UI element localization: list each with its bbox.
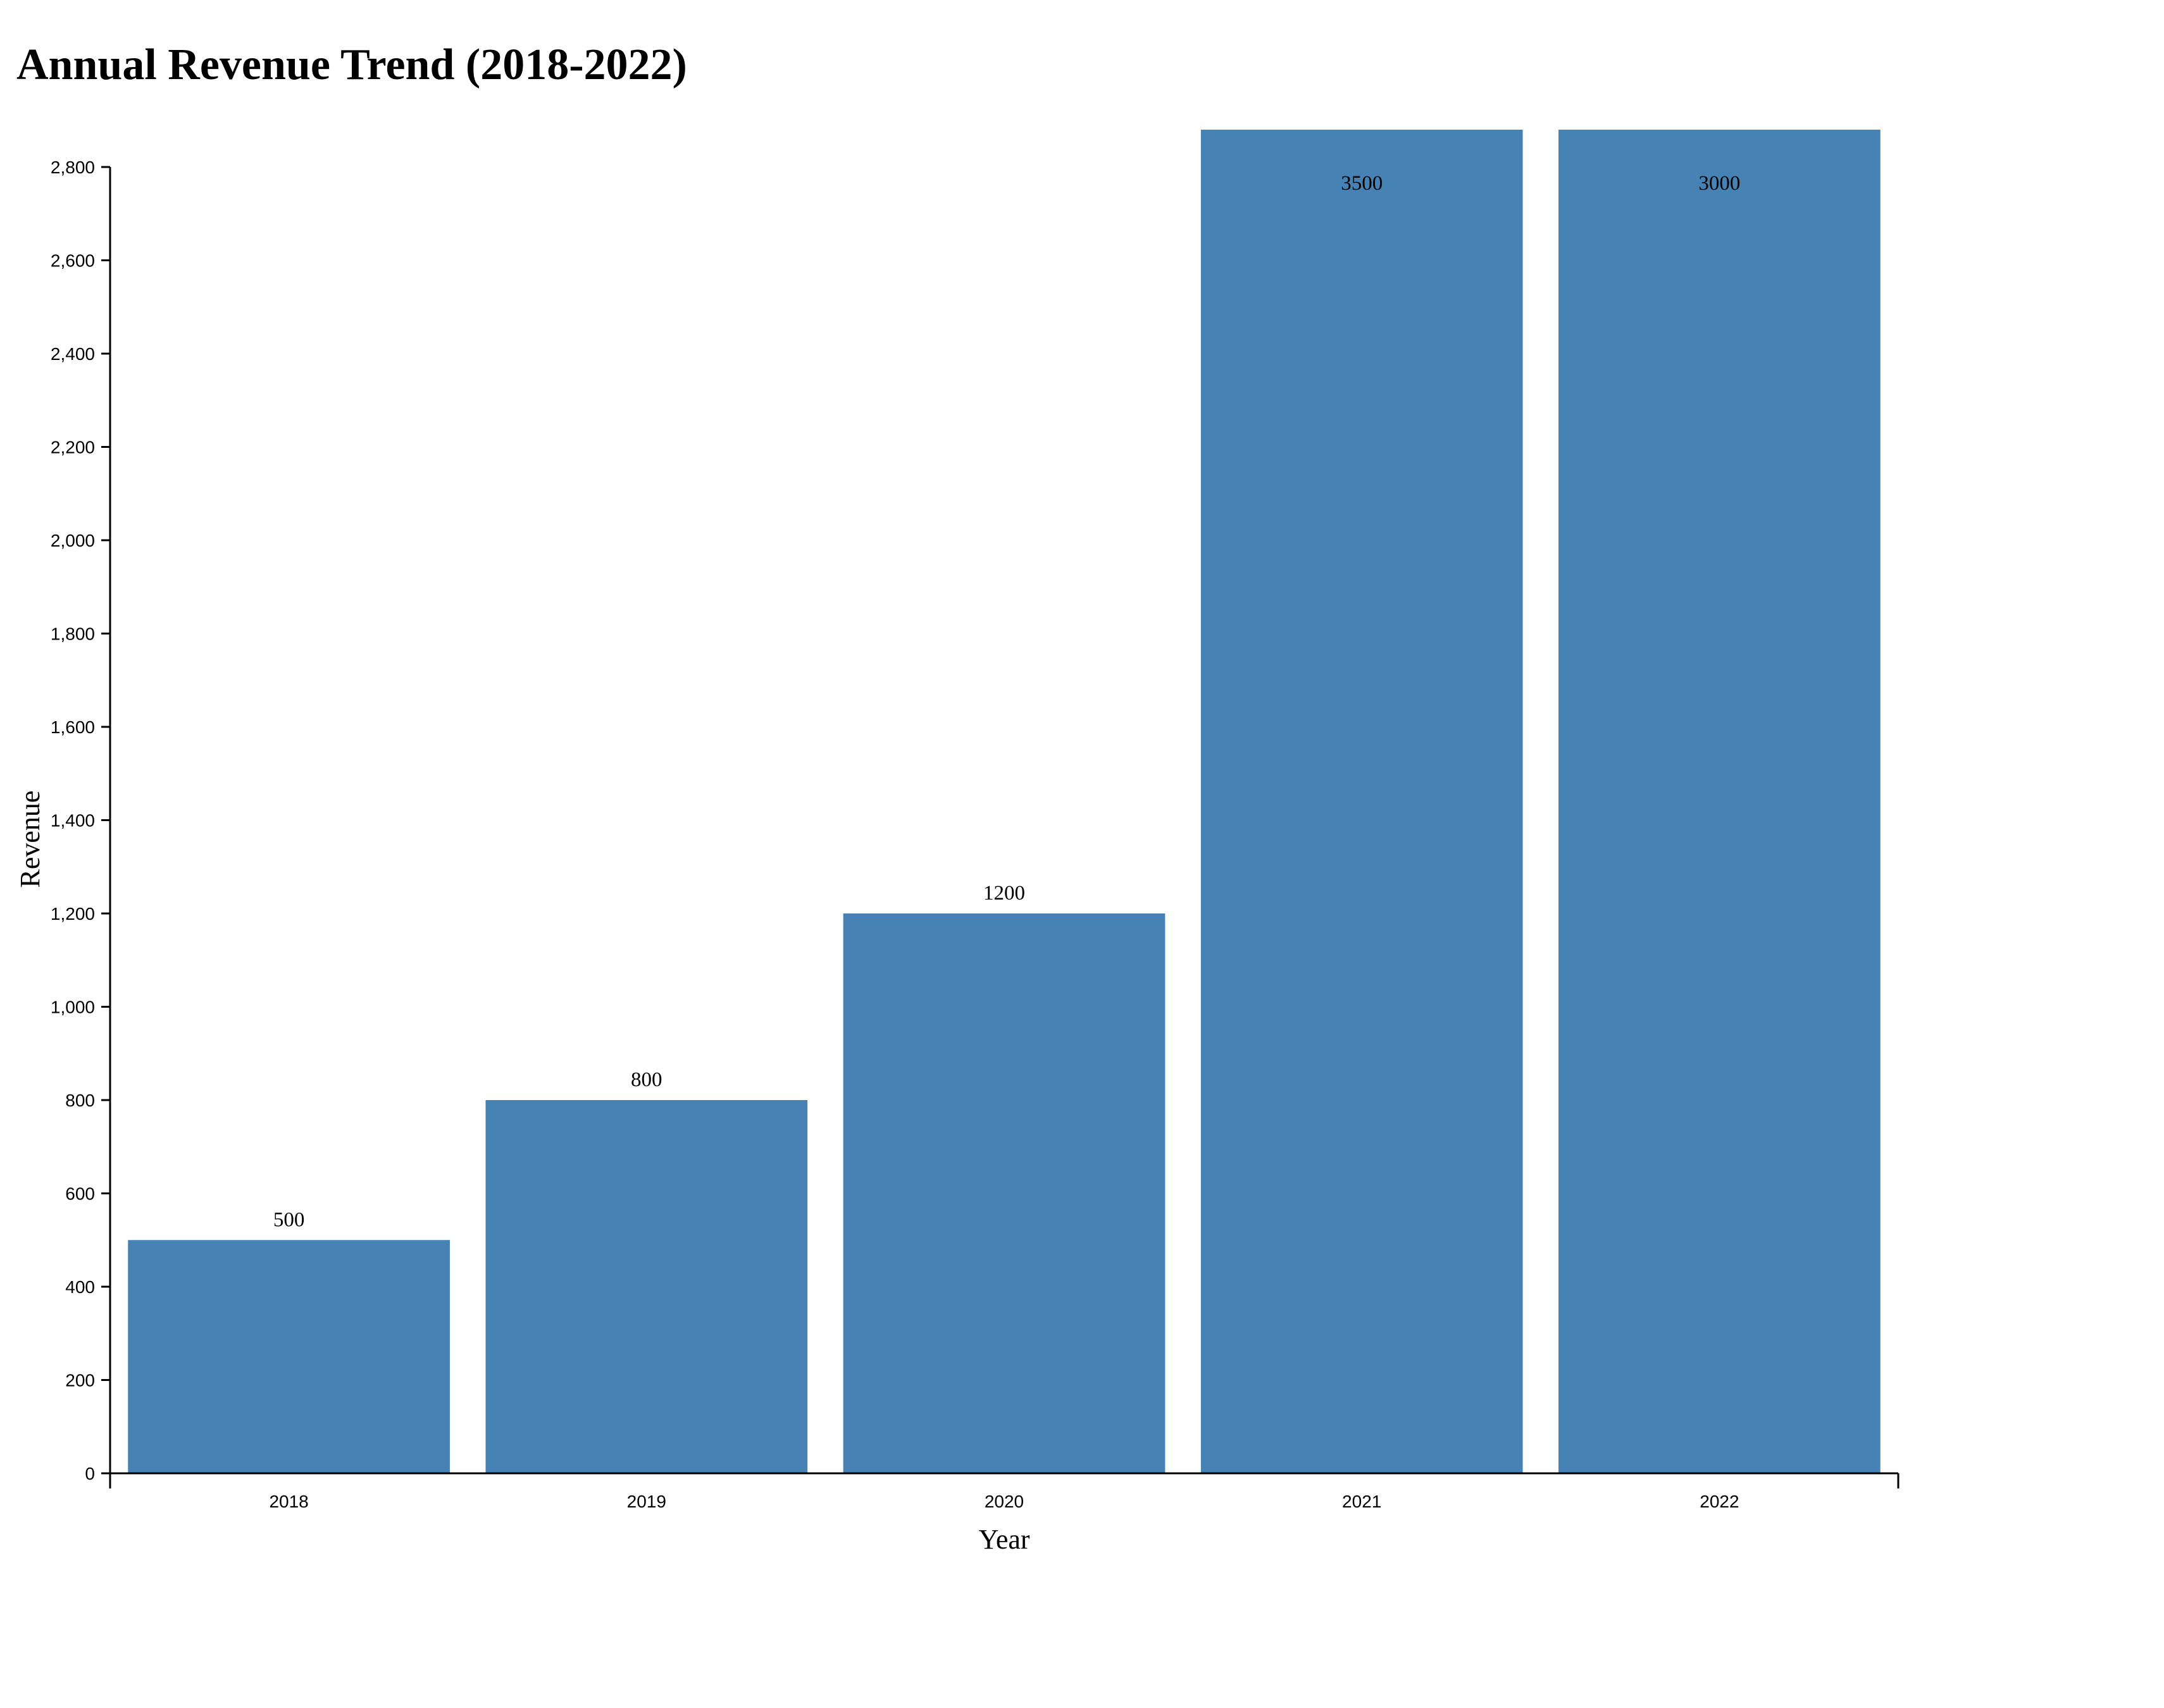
value-label-2022: 3000 [1698,172,1740,195]
y-tick-label: 2,800 [51,158,95,177]
chart-title: Annual Revenue Trend (2018-2022) [16,40,687,89]
value-labels-layer: 500 800 1200 3500 3000 [273,172,1741,1231]
bar-2022 [1558,130,1881,1473]
y-tick-label: 0 [85,1464,95,1483]
value-label-2019: 800 [631,1068,662,1091]
y-tick-label: 600 [65,1184,95,1204]
bar-2018 [128,1240,450,1473]
y-tick-label: 2,600 [51,251,95,271]
x-axis: 2018 2019 2020 2021 2022 [109,1472,1900,1511]
y-axis-title: Revenue [15,791,46,888]
bar-2020 [843,913,1166,1473]
value-label-2018: 500 [273,1208,305,1231]
y-tick-label: 1,400 [51,811,95,831]
x-tick-label: 2018 [269,1492,308,1511]
bars-layer [128,130,1881,1473]
bar-2019 [485,1100,808,1473]
x-tick-label: 2022 [1700,1492,1739,1511]
bar-2021 [1200,130,1523,1473]
y-tick-label: 1,000 [51,998,95,1017]
value-label-2021: 3500 [1341,172,1383,195]
y-tick-label: 1,800 [51,624,95,644]
y-tick-label: 2,400 [51,344,95,364]
y-axis: 0 200 400 600 800 1,000 1,200 1,400 1,600 1,800 2,… [51,158,111,1483]
y-tick-label: 1,600 [51,717,95,737]
x-tick-label: 2021 [1342,1492,1381,1511]
x-tick-label: 2019 [627,1492,666,1511]
y-tick-label: 2,200 [51,438,95,457]
y-tick-label: 1,200 [51,904,95,924]
y-tick-label: 400 [65,1277,95,1297]
y-tick-label: 800 [65,1091,95,1110]
y-tick-label: 2,000 [51,531,95,550]
x-axis-title: Year [978,1524,1029,1555]
value-label-2020: 1200 [983,882,1025,905]
x-tick-label: 2020 [985,1492,1024,1511]
y-tick-label: 200 [65,1371,95,1390]
